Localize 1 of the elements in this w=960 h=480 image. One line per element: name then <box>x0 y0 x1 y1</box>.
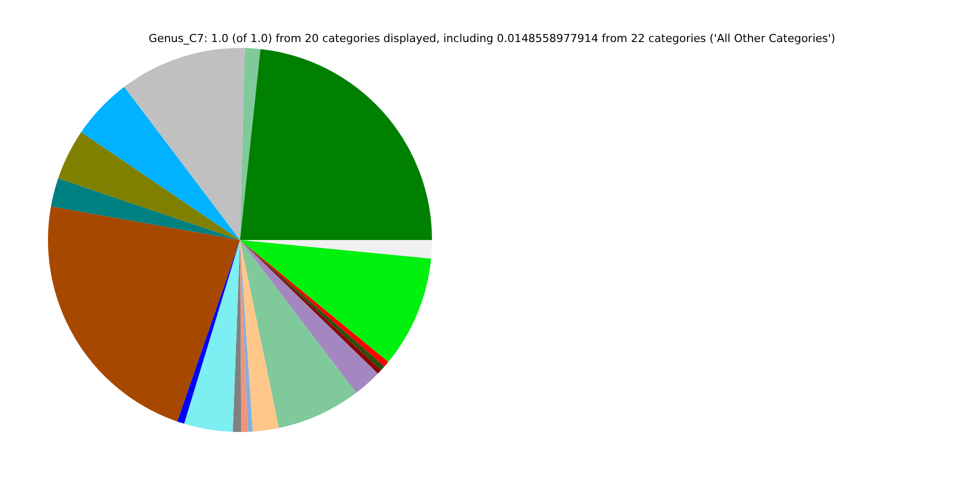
text: Genus_C7: 1.0 (of 1.0) from 20 categories displayed, including 0.0148558977914 from 22 categories ('All Other Categories') <box>148 32 836 45</box>
